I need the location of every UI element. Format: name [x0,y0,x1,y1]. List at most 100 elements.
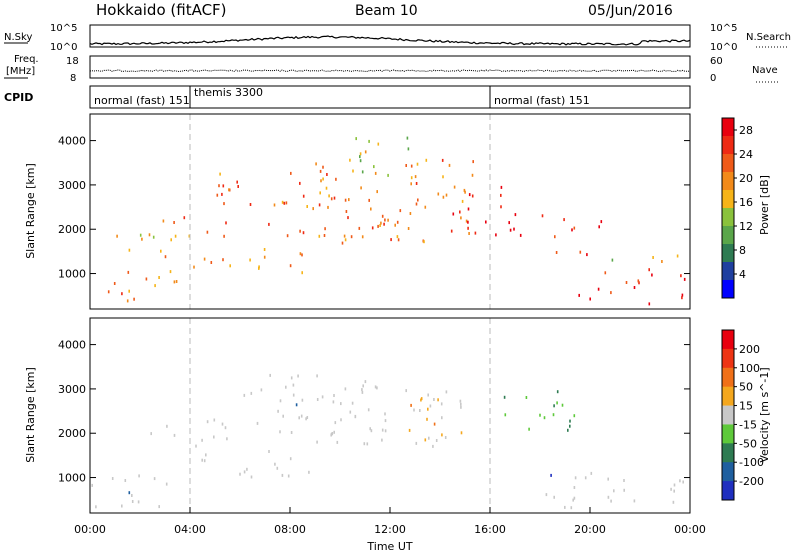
heatmap-cell [381,214,384,218]
heatmap-cell [376,190,378,194]
heatmap-cell [153,477,156,481]
heatmap-cell [298,416,300,420]
y-tick-label: 3000 [58,179,86,192]
heatmap-cell [359,152,362,156]
heatmap-cell [160,249,162,253]
heatmap-cell [361,235,364,239]
heatmap-cell [237,185,239,188]
heatmap-cell [221,422,224,426]
colorbar-tick-label: 20 [739,172,753,185]
colorbar-tick-label: 15 [739,400,753,413]
heatmap-cell [683,277,686,281]
heatmap-cell [222,184,225,188]
heatmap-cell [344,238,347,242]
heatmap-cell [354,414,357,418]
heatmap-cell [223,234,225,238]
heatmap-cell [437,192,440,196]
heatmap-cell [500,205,502,209]
heatmap-cell [319,191,321,195]
heatmap-cell [228,188,230,192]
heatmap-cell [246,467,248,471]
nsky-trace [89,35,691,46]
heatmap-cell [285,385,287,389]
heatmap-cell [318,234,321,238]
heatmap-cell [344,387,347,391]
colorbar-segment [722,280,734,299]
x-tick-label: 00:00 [74,523,106,536]
colorbar-segment [722,118,734,137]
heatmap-cell [504,413,507,417]
heatmap-cell [673,489,675,493]
heatmap-cell [383,222,385,226]
heatmap-cell [633,499,636,503]
heatmap-cell [460,402,462,406]
heatmap-cell [150,432,152,436]
heatmap-cell [333,430,335,434]
x-tick-label: 20:00 [574,523,606,536]
heatmap-cell [390,238,392,242]
heatmap-cell [249,203,252,206]
heatmap-cell [323,234,326,237]
heatmap-cell [370,429,373,433]
heatmap-cell [173,221,175,224]
heatmap-cell [305,417,307,421]
radar-title: Hokkaido (fitACF) [96,1,227,19]
colorbar-tick-label: 200 [739,343,760,356]
colorbar-tick-label: 16 [739,196,753,209]
heatmap-cell [169,270,172,274]
heatmap-cell [334,421,337,425]
heatmap-cell [442,175,444,179]
heatmap-cell [410,164,413,168]
colorbar-segment [722,405,734,425]
heatmap-cell [539,413,541,417]
heatmap-cell [282,414,284,418]
heatmap-cell [226,437,228,441]
heatmap-cell [552,413,555,417]
freq-tick-bottom: 8 [70,73,76,84]
heatmap-cell [188,234,191,238]
heatmap-cell [415,202,418,206]
heatmap-cell [300,414,303,418]
heatmap-cell [138,474,140,478]
heatmap-cell [250,391,253,395]
heatmap-cell [556,390,559,394]
heatmap-cell [133,297,135,301]
power-colorbar-label: Power [dB] [758,175,771,235]
heatmap-cell [461,199,464,203]
heatmap-cell [380,221,382,225]
heatmap-cell [604,271,607,275]
heatmap-cell [673,483,676,487]
heatmap-cell [360,186,362,190]
heatmap-cell [316,374,318,378]
heatmap-cell [379,224,381,227]
heatmap-cell [289,264,292,268]
heatmap-cell [328,194,330,198]
heatmap-cell [467,207,470,211]
heatmap-cell [336,440,339,444]
heatmap-cell [128,289,130,293]
heatmap-cell [519,233,522,237]
heatmap-cell [371,226,374,230]
heatmap-cell [610,499,612,503]
heatmap-cell [301,253,303,257]
heatmap-cell [201,458,203,462]
heatmap-cell [306,205,308,208]
freq-trace [89,69,691,73]
heatmap-cell [579,250,582,254]
heatmap-cell [406,136,409,140]
y-tick-label: 1000 [58,268,86,281]
heatmap-cell [419,409,421,412]
heatmap-cell [578,293,580,297]
heatmap-cell [292,383,295,387]
heatmap-cell [324,227,326,231]
heatmap-cell [287,474,290,478]
heatmap-cell [364,150,367,154]
heatmap-cell [414,175,417,179]
heatmap-cell [638,281,640,285]
heatmap-cell [341,241,344,245]
heatmap-cell [444,436,447,439]
heatmap-cell [301,398,304,402]
heatmap-cell [121,292,123,296]
nsky-label: N.Sky [4,32,32,43]
